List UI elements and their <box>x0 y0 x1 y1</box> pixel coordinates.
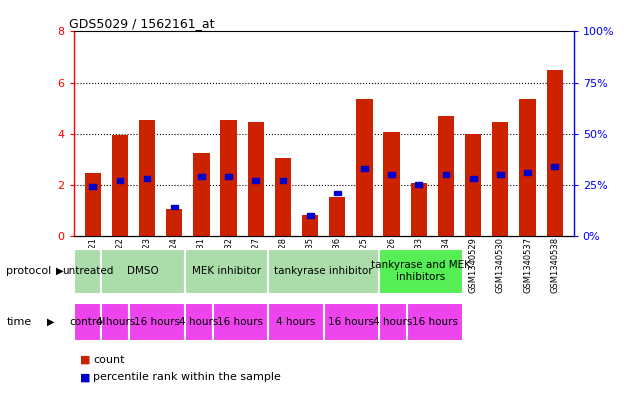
Bar <box>411 184 427 236</box>
Bar <box>129 303 185 341</box>
Text: 4 hours: 4 hours <box>179 317 219 327</box>
Text: ▶: ▶ <box>56 266 64 276</box>
Bar <box>361 166 368 171</box>
Bar <box>185 303 213 341</box>
Bar <box>307 213 313 218</box>
Bar <box>268 303 324 341</box>
Bar <box>101 303 129 341</box>
Bar <box>185 248 268 294</box>
Bar <box>117 178 123 183</box>
Bar <box>213 303 268 341</box>
Text: 16 hours: 16 hours <box>412 317 458 327</box>
Bar <box>324 303 379 341</box>
Bar <box>329 197 345 236</box>
Text: tankyrase and MEK
inhibitors: tankyrase and MEK inhibitors <box>371 261 471 282</box>
Bar <box>470 176 476 181</box>
Text: count: count <box>93 354 124 365</box>
Bar <box>253 178 259 183</box>
Text: 4 hours: 4 hours <box>374 317 413 327</box>
Bar <box>334 191 340 195</box>
Bar <box>74 303 101 341</box>
Bar <box>524 170 531 175</box>
Text: 4 hours: 4 hours <box>276 317 315 327</box>
Bar <box>194 153 210 236</box>
Bar <box>268 248 379 294</box>
Text: protocol: protocol <box>6 266 52 276</box>
Bar <box>379 303 407 341</box>
Bar <box>442 172 449 177</box>
Text: GDS5029 / 1562161_at: GDS5029 / 1562161_at <box>69 17 214 30</box>
Bar <box>101 248 185 294</box>
Text: 16 hours: 16 hours <box>328 317 374 327</box>
Text: DMSO: DMSO <box>128 266 159 276</box>
Text: ■: ■ <box>80 354 90 365</box>
Text: control: control <box>69 317 106 327</box>
Text: tankyrase inhibitor: tankyrase inhibitor <box>274 266 373 276</box>
Bar <box>465 134 481 236</box>
Bar <box>279 178 287 183</box>
Bar <box>275 158 291 236</box>
Bar <box>221 119 237 236</box>
Bar <box>388 172 395 177</box>
Text: MEK inhibitor: MEK inhibitor <box>192 266 261 276</box>
Text: ▶: ▶ <box>47 317 54 327</box>
Bar <box>166 209 183 236</box>
Text: percentile rank within the sample: percentile rank within the sample <box>93 372 281 382</box>
Bar <box>519 99 536 236</box>
Bar <box>74 248 101 294</box>
Bar <box>302 215 319 236</box>
Bar <box>112 135 128 236</box>
Bar <box>225 174 232 179</box>
Text: 4 hours: 4 hours <box>96 317 135 327</box>
Bar <box>551 164 558 169</box>
Bar <box>171 205 178 209</box>
Bar <box>407 303 463 341</box>
Bar <box>383 132 400 236</box>
Bar <box>547 70 563 236</box>
Bar <box>144 176 151 181</box>
Text: 16 hours: 16 hours <box>217 317 263 327</box>
Bar <box>139 119 155 236</box>
Bar <box>247 122 264 236</box>
Bar <box>198 174 205 179</box>
Bar <box>438 116 454 236</box>
Text: time: time <box>6 317 31 327</box>
Bar <box>379 248 463 294</box>
Bar <box>85 173 101 236</box>
Text: untreated: untreated <box>62 266 113 276</box>
Bar <box>415 182 422 187</box>
Text: 16 hours: 16 hours <box>134 317 180 327</box>
Bar <box>356 99 372 236</box>
Text: ■: ■ <box>80 372 90 382</box>
Bar <box>89 184 96 189</box>
Bar <box>497 172 504 177</box>
Bar <box>492 122 508 236</box>
